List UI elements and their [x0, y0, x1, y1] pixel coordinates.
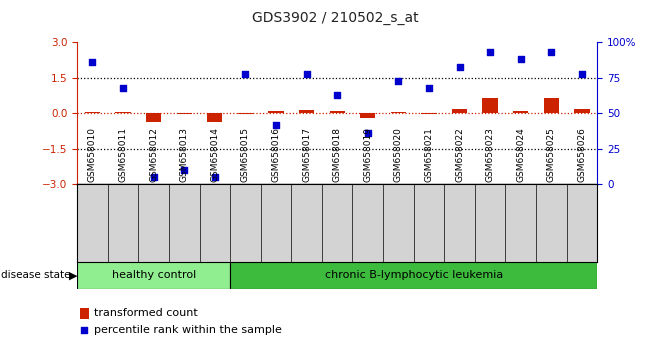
Bar	[238, 113, 253, 114]
Point	[79, 327, 90, 333]
Bar	[329, 111, 345, 113]
Bar	[421, 113, 437, 114]
Bar	[574, 109, 590, 113]
Point	[546, 50, 557, 55]
Point	[515, 57, 526, 62]
Bar	[115, 112, 131, 113]
Point	[576, 71, 587, 76]
Bar	[452, 109, 467, 113]
Bar	[391, 112, 406, 113]
Text: GDS3902 / 210502_s_at: GDS3902 / 210502_s_at	[252, 11, 419, 25]
Text: chronic B-lymphocytic leukemia: chronic B-lymphocytic leukemia	[325, 270, 503, 280]
Bar	[360, 113, 375, 118]
Point	[240, 71, 251, 76]
Bar	[80, 308, 89, 319]
Bar	[230, 262, 597, 289]
Text: transformed count: transformed count	[94, 308, 197, 318]
Point	[148, 174, 159, 180]
Bar	[299, 110, 314, 113]
Bar	[544, 98, 559, 113]
Point	[270, 122, 281, 127]
Bar	[85, 112, 100, 113]
Text: percentile rank within the sample: percentile rank within the sample	[94, 325, 282, 335]
Bar	[268, 111, 284, 113]
Point	[362, 130, 373, 136]
Bar	[146, 113, 161, 121]
Bar	[176, 113, 192, 114]
Point	[87, 59, 98, 65]
Bar	[207, 113, 223, 121]
Text: ▶: ▶	[69, 270, 78, 280]
Point	[484, 50, 495, 55]
Bar	[482, 98, 498, 113]
Point	[179, 167, 190, 173]
Point	[332, 92, 343, 98]
Bar	[77, 262, 230, 289]
Point	[393, 78, 404, 84]
Text: healthy control: healthy control	[111, 270, 196, 280]
Point	[454, 64, 465, 69]
Point	[423, 85, 434, 91]
Point	[117, 85, 128, 91]
Point	[209, 174, 220, 180]
Bar	[513, 111, 528, 113]
Text: disease state: disease state	[1, 270, 71, 280]
Point	[301, 71, 312, 76]
